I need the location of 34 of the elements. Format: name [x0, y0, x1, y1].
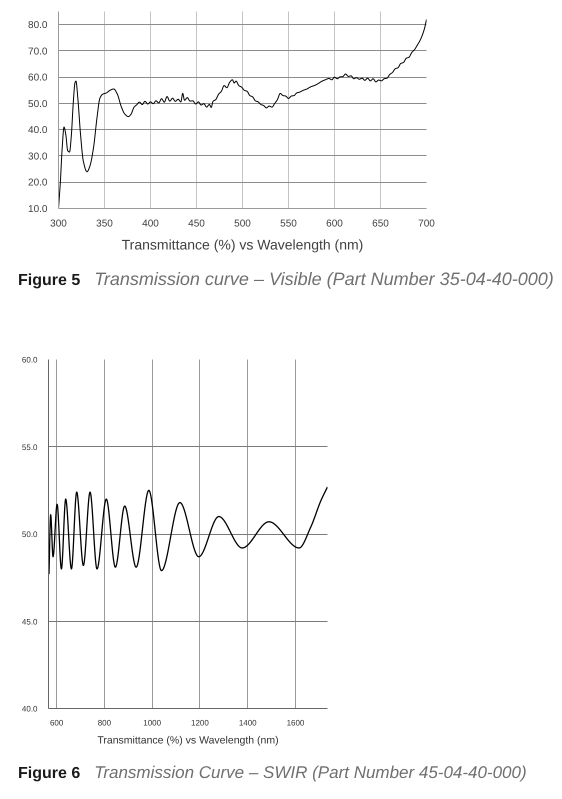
x-tick-label: 700: [418, 218, 436, 230]
y-tick-label: 20.0: [28, 178, 48, 189]
caption: Figure 5: [18, 272, 80, 289]
x-tick-label: 550: [280, 218, 298, 230]
x-tick-label: 600: [326, 218, 344, 230]
x-axis-title: Transmittance (%) vs Wavelength (nm): [97, 734, 279, 746]
y-tick-label: 40.0: [28, 125, 48, 136]
x-tick-label: 600: [50, 718, 64, 728]
y-tick-label: 80.0: [28, 20, 48, 32]
x-axis-title: Transmittance (%) vs Wavelength (nm): [122, 236, 364, 252]
y-tick-label: 30.0: [28, 151, 48, 162]
y-tick-label: 50.0: [28, 98, 48, 110]
x-tick-label: 650: [372, 218, 390, 230]
x-tick-label: 400: [142, 218, 160, 230]
x-tick-label: 300: [50, 218, 68, 230]
text: Transmission curve – Visible (Part Number 35-04-40-000): [94, 269, 554, 289]
x-tick-label: 1200: [191, 718, 210, 728]
x-tick-label: 500: [234, 218, 252, 230]
y-tick-label: 55.0: [22, 442, 38, 452]
x-tick-label: 450: [188, 218, 206, 230]
y-tick-label: 60.0: [22, 356, 38, 364]
x-tick-label: 1400: [238, 718, 258, 728]
x-tick-label: 800: [98, 718, 112, 728]
x-tick-label: 1000: [143, 718, 162, 728]
y-tick-label: 40.0: [22, 704, 38, 714]
y-tick-label: 50.0: [22, 530, 38, 539]
caption: Figure 6: [18, 765, 80, 782]
y-tick-label: 70.0: [28, 46, 48, 58]
y-tick-label: 60.0: [28, 72, 48, 84]
y-tick-label: 45.0: [22, 617, 38, 626]
y-tick-label: 10.0: [28, 204, 48, 215]
x-tick-label: 350: [96, 218, 114, 230]
text: Transmission Curve – SWIR (Part Number 45-04-40-000): [94, 763, 527, 782]
x-tick-label: 1600: [286, 718, 305, 728]
